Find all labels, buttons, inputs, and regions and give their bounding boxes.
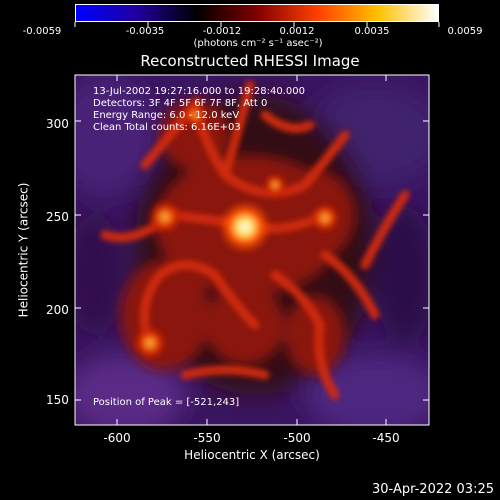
y-axis-label: Heliocentric Y (arcsec) <box>16 182 31 318</box>
colorbar-label: 0.0059 <box>447 26 483 37</box>
x-tick-label: -600 <box>103 431 131 445</box>
plot-title: Reconstructed RHESSI Image <box>140 52 360 70</box>
x-axis-label: Heliocentric X (arcsec) <box>184 448 320 462</box>
colorbar-label: -0.0035 <box>125 26 165 37</box>
y-tick-label: 250 <box>46 210 69 224</box>
y-tick-label: 200 <box>46 303 69 317</box>
info-energy-range: Energy Range: 6.0 - 12.0 keV <box>93 110 240 121</box>
info-detectors: Detectors: 3F 4F 5F 6F 7F 8F, Att 0 <box>93 98 268 109</box>
x-tick-label: -550 <box>193 431 221 445</box>
y-tick-label: 150 <box>46 393 69 407</box>
info-time-range: 13-Jul-2002 19:27:16.000 to 19:28:40.000 <box>93 86 305 97</box>
colorbar-units: (photons cm⁻² s⁻¹ asec⁻²) <box>193 38 323 49</box>
footer-timestamp: 30-Apr-2022 03:25 <box>372 482 494 497</box>
colorbar <box>75 4 439 22</box>
colorbar-label: -0.0059 <box>22 26 62 37</box>
colorbar-ticks <box>74 22 440 27</box>
x-tick-label: -500 <box>283 431 311 445</box>
colorbar-label: -0.0012 <box>202 26 242 37</box>
info-peak-position: Position of Peak = [-521,243] <box>93 397 240 408</box>
info-clean-counts: Clean Total counts: 6.16E+03 <box>93 122 241 133</box>
colorbar-label: 0.0035 <box>354 26 390 37</box>
colorbar-label: 0.0012 <box>279 26 315 37</box>
x-tick-label: -450 <box>372 431 400 445</box>
y-tick-label: 300 <box>46 117 69 131</box>
